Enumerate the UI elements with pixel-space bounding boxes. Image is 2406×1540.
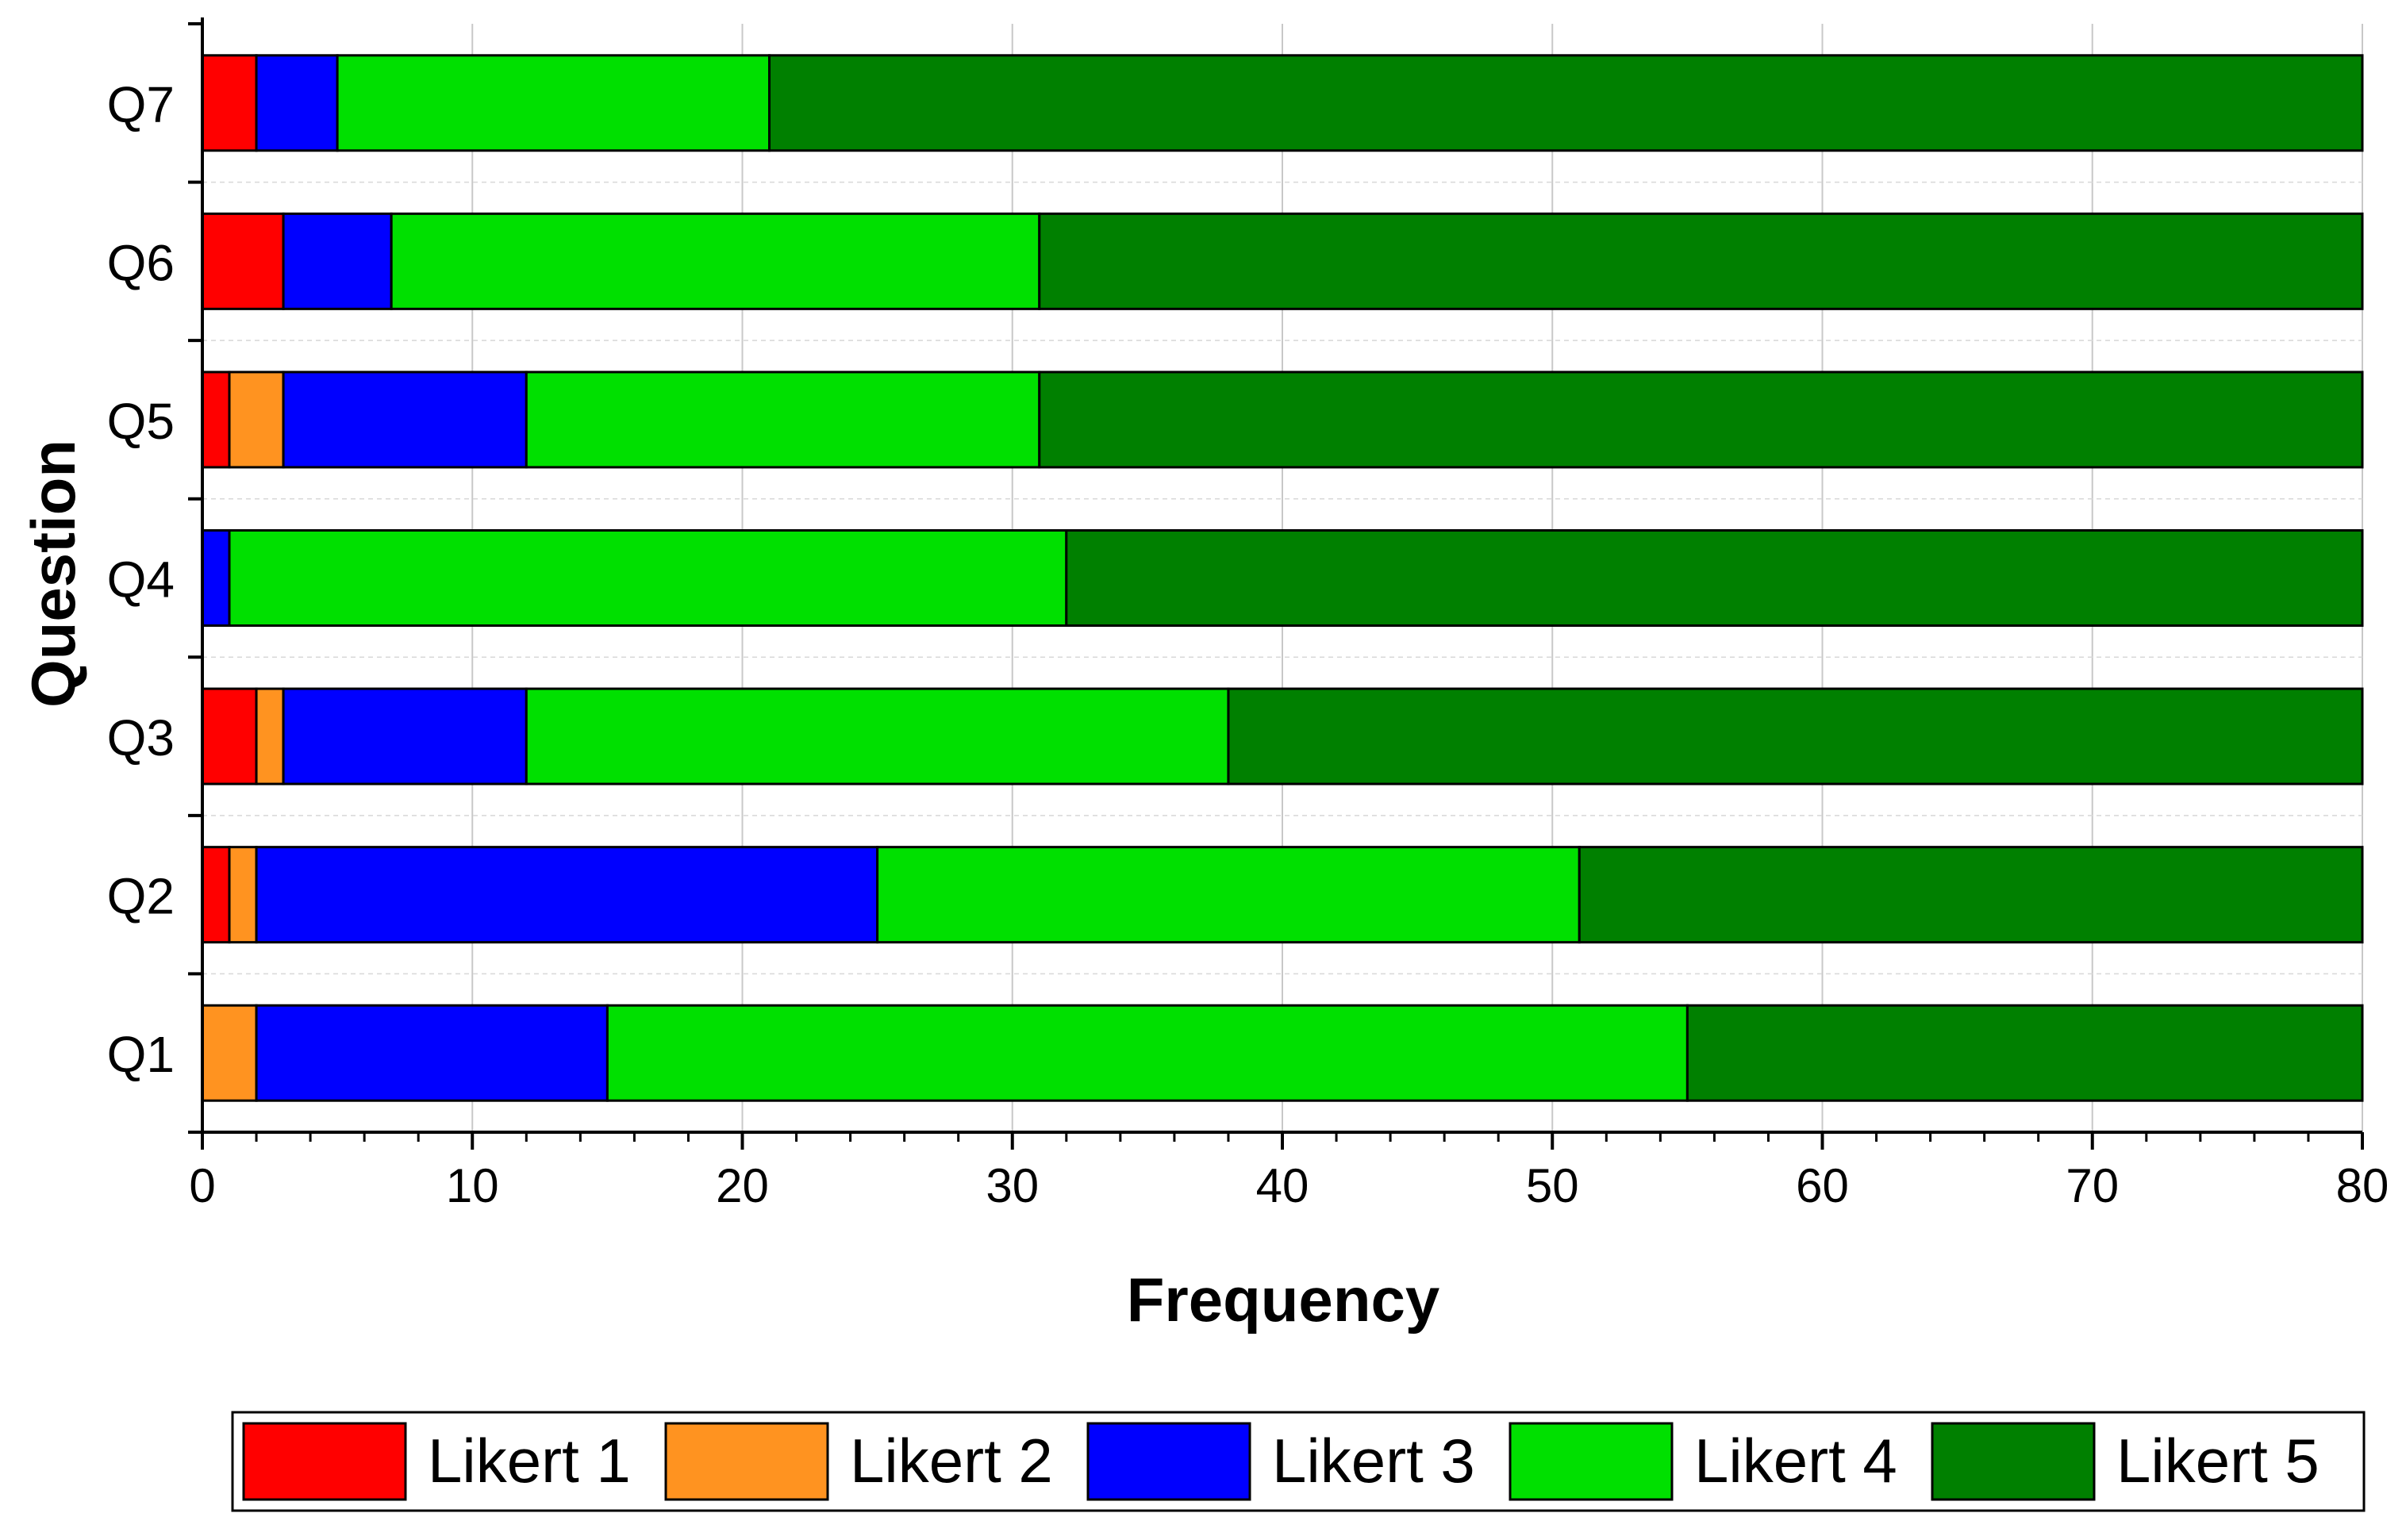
bar-segment: [201, 212, 285, 310]
bar-segment: [255, 1004, 609, 1102]
bar-segment: [1227, 687, 2364, 785]
bar-segment: [201, 1004, 258, 1102]
bar-segment: [876, 846, 1581, 944]
bar-segment: [282, 371, 528, 469]
bar-segment: [605, 1004, 1689, 1102]
legend: Likert 1 Likert 2 Likert 3 Likert 4 Likert 5: [231, 1411, 2366, 1512]
bar-segment: [282, 212, 393, 310]
bar-segment: [255, 54, 339, 152]
bar-segment: [255, 687, 285, 785]
bar-segment: [201, 371, 231, 469]
x-axis-title: Frequency: [1127, 1265, 1439, 1335]
bar-segment: [201, 529, 231, 627]
legend-label: Likert 2: [850, 1426, 1053, 1496]
bar-segment: [525, 687, 1230, 785]
bar-segment: [201, 54, 258, 152]
bar-segment: [1038, 212, 2364, 310]
y-tick-label: Q4: [107, 551, 175, 609]
x-tick-label: 0: [189, 1159, 215, 1212]
bar-segment: [228, 371, 285, 469]
bar-segment: [1578, 846, 2364, 944]
bar-segment: [525, 371, 1041, 469]
y-tick-label: Q3: [107, 709, 175, 766]
bar-segment: [255, 846, 879, 944]
bar-segment: [1065, 529, 2364, 627]
legend-swatch: [242, 1422, 407, 1501]
y-tick-label: Q7: [107, 76, 175, 133]
legend-label: Likert 5: [2116, 1426, 2320, 1496]
bar-segment: [201, 687, 258, 785]
legend-swatch: [1086, 1422, 1251, 1501]
bar-segment: [228, 529, 1068, 627]
x-tick-label: 60: [1796, 1159, 1849, 1212]
bar-segment: [228, 846, 258, 944]
y-tick-label: Q1: [107, 1026, 175, 1083]
x-tick-label: 50: [1526, 1159, 1579, 1212]
legend-label: Likert 1: [428, 1426, 631, 1496]
legend-swatch: [1509, 1422, 1674, 1501]
x-tick-label: 10: [446, 1159, 499, 1212]
bar-segment: [336, 54, 771, 152]
x-tick-label: 80: [2336, 1159, 2389, 1212]
bar-segment: [1685, 1004, 2364, 1102]
x-tick-label: 40: [1256, 1159, 1309, 1212]
legend-swatch: [1931, 1422, 2096, 1501]
bar-segment: [282, 687, 528, 785]
bar-segment: [201, 846, 231, 944]
y-tick-label: Q2: [107, 868, 175, 925]
y-tick-label: Q6: [107, 234, 175, 291]
y-tick-label: Q5: [107, 393, 175, 450]
x-tick-label: 70: [2066, 1159, 2119, 1212]
x-tick-label: 20: [716, 1159, 769, 1212]
y-axis-title: Question: [18, 440, 88, 708]
legend-label: Likert 4: [1694, 1426, 1897, 1496]
bars: [201, 54, 2364, 1102]
axes: [188, 17, 2364, 1150]
bar-segment: [390, 212, 1041, 310]
bar-segment: [768, 54, 2364, 152]
x-tick-label: 30: [986, 1159, 1039, 1212]
tick-labels: Q1 Q2 Q3 Q4 Q5 Q6 Q7 0 10 20 30 40 50 60 70 80: [107, 76, 2389, 1212]
bar-segment: [1038, 371, 2364, 469]
legend-swatch: [664, 1422, 829, 1501]
legend-label: Likert 3: [1272, 1426, 1475, 1496]
